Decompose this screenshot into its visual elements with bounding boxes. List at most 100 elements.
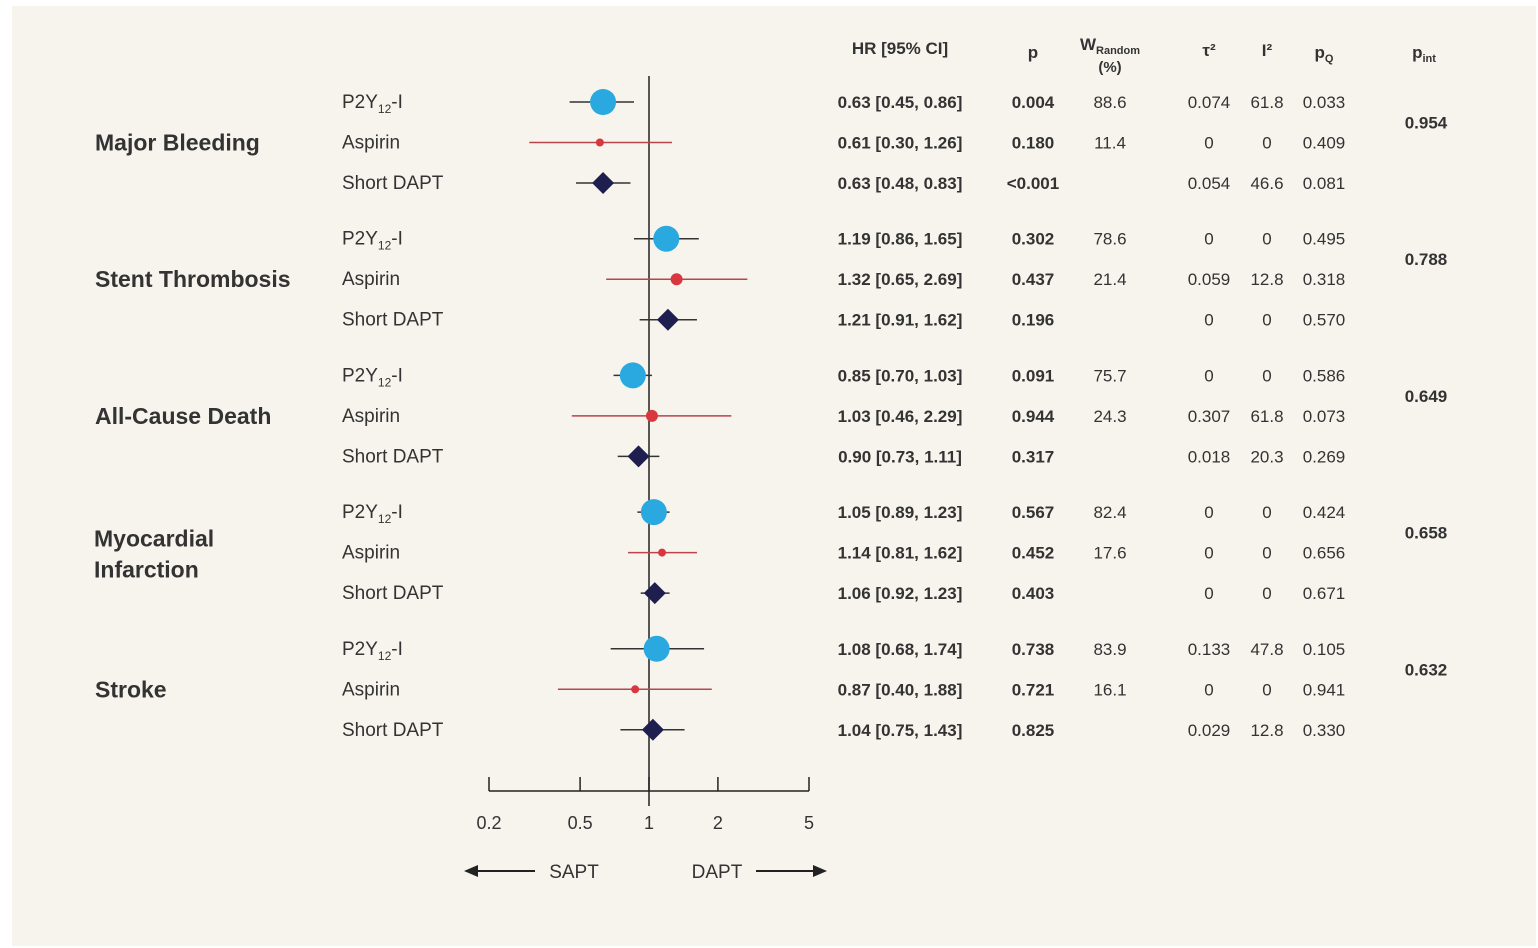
header-pq-sub: Q [1325, 53, 1334, 65]
header-pint-sub: int [1422, 53, 1436, 65]
header-pint-main: p [1412, 43, 1422, 62]
row-label: Short DAPT [342, 720, 444, 741]
x-tick-label: 0.5 [568, 813, 593, 833]
header-hr-ci: HR [95% CI] [852, 39, 948, 58]
row-label-main: Short DAPT [342, 720, 444, 741]
p-value: <0.001 [1007, 174, 1059, 193]
pq-value: 0.269 [1303, 447, 1346, 466]
outcome-label: Stent Thrombosis [95, 266, 291, 292]
row-label-subscript: 12 [378, 375, 392, 389]
i2-value: 0 [1262, 503, 1271, 522]
header-tau2: τ² [1202, 41, 1216, 60]
x-tick-label: 2 [713, 813, 723, 833]
weight-value: 88.6 [1093, 93, 1126, 112]
row-label-suffix: -I [391, 229, 403, 250]
pq-value: 0.941 [1303, 680, 1346, 699]
forest-plot: HR [95% CI] p WRandom (%) τ² I² pQ pint … [94, 35, 1448, 883]
row-label: P2Y12-I [342, 229, 403, 253]
row-label-main: Aspirin [342, 679, 400, 700]
i2-value: 0 [1262, 680, 1271, 699]
short-dapt-diamond [641, 718, 664, 741]
tau2-value: 0.307 [1188, 407, 1231, 426]
hr-ci-value: 0.61 [0.30, 1.26] [838, 134, 963, 153]
tau2-value: 0 [1204, 680, 1213, 699]
pq-value: 0.073 [1303, 407, 1346, 426]
pq-value: 0.495 [1303, 230, 1346, 249]
outcome-label: Infarction [94, 557, 199, 583]
forest-row: P2Y12-I 0.85 [0.70, 1.03] 0.091 75.7 0 0 0.586 [342, 362, 1345, 389]
weight-value: 21.4 [1093, 270, 1126, 289]
weight-value: 16.1 [1093, 680, 1126, 699]
row-label-suffix: -I [391, 365, 403, 386]
p-value: 0.567 [1012, 503, 1055, 522]
p-interaction-value: 0.649 [1405, 387, 1448, 406]
row-label-subscript: 12 [378, 512, 392, 526]
weight-value: 11.4 [1094, 134, 1126, 153]
p-value: 0.452 [1012, 544, 1055, 563]
forest-row: Aspirin 1.32 [0.65, 2.69] 0.437 21.4 0.059 12… [342, 269, 1345, 290]
p2y12-point [643, 635, 670, 662]
outcome-label: Stroke [95, 676, 167, 702]
aspirin-point [645, 409, 658, 422]
row-label-main: P2Y [342, 229, 378, 250]
row-label-subscript: 12 [378, 649, 392, 663]
weight-value: 82.4 [1093, 503, 1126, 522]
forest-row: P2Y12-I 1.08 [0.68, 1.74] 0.738 83.9 0.133 47… [342, 635, 1345, 663]
legend-sapt: SAPT [549, 862, 599, 883]
forest-row: Short DAPT 1.04 [0.75, 1.43] 0.825 0.029 12.… [342, 718, 1345, 741]
weight-value: 24.3 [1093, 407, 1126, 426]
pq-value: 0.424 [1303, 503, 1346, 522]
tau2-value: 0 [1204, 134, 1213, 153]
p-value: 0.944 [1012, 407, 1055, 426]
forest-row: P2Y12-I 1.19 [0.86, 1.65] 0.302 78.6 0 0 0.495 [342, 225, 1346, 253]
weight-value: 75.7 [1093, 366, 1126, 385]
i2-value: 0 [1262, 366, 1271, 385]
legend-dapt: DAPT [692, 862, 743, 883]
hr-ci-value: 0.87 [0.40, 1.88] [838, 680, 963, 699]
header-p: p [1028, 43, 1038, 62]
header-pq: pQ [1315, 43, 1334, 65]
tau2-value: 0 [1204, 584, 1213, 603]
hr-ci-value: 1.03 [0.46, 2.29] [838, 407, 963, 426]
forest-row: Short DAPT 0.63 [0.48, 0.83] <0.001 0.054 46… [342, 172, 1345, 194]
row-label-subscript: 12 [378, 239, 392, 253]
tau2-value: 0.074 [1188, 93, 1231, 112]
row-label: Short DAPT [342, 173, 444, 194]
hr-ci-value: 1.14 [0.81, 1.62] [838, 544, 963, 563]
row-label-main: Short DAPT [342, 173, 444, 194]
p2y12-point [640, 499, 667, 526]
row-label-main: Aspirin [342, 406, 400, 427]
row-label-suffix: -I [391, 639, 403, 660]
p-value: 0.317 [1012, 447, 1055, 466]
i2-value: 0 [1262, 544, 1271, 563]
aspirin-point [595, 138, 604, 147]
pq-value: 0.033 [1303, 93, 1346, 112]
forest-row: Short DAPT 1.21 [0.91, 1.62] 0.196 0 0 0.570 [342, 308, 1345, 331]
i2-value: 0 [1262, 230, 1271, 249]
short-dapt-diamond [592, 172, 615, 194]
tau2-value: 0.054 [1188, 174, 1231, 193]
outcome-group: Myocardial Infarction 0.658 P2Y12-I 1.05 [0.… [94, 499, 1448, 605]
p2y12-point [653, 225, 680, 252]
weight-value: 83.9 [1093, 640, 1126, 659]
row-label-main: Aspirin [342, 543, 400, 564]
pq-value: 0.671 [1303, 584, 1346, 603]
pq-value: 0.656 [1303, 544, 1346, 563]
hr-ci-value: 0.63 [0.48, 0.83] [838, 174, 963, 193]
row-label: P2Y12-I [342, 639, 403, 663]
hr-ci-value: 1.05 [0.89, 1.23] [838, 503, 963, 522]
row-label: Aspirin [342, 269, 400, 290]
i2-value: 0 [1262, 134, 1271, 153]
weight-value: 17.6 [1093, 544, 1126, 563]
tau2-value: 0 [1204, 311, 1213, 330]
header-i2: I² [1262, 41, 1273, 60]
row-label: P2Y12-I [342, 502, 403, 526]
direction-legend: SAPT DAPT [464, 862, 827, 883]
i2-value: 0 [1262, 584, 1271, 603]
p-value: 0.825 [1012, 721, 1055, 740]
pq-value: 0.586 [1303, 366, 1346, 385]
p-interaction-value: 0.658 [1405, 524, 1448, 543]
row-label: Short DAPT [342, 583, 444, 604]
row-label: Aspirin [342, 679, 400, 700]
i2-value: 61.8 [1250, 407, 1283, 426]
